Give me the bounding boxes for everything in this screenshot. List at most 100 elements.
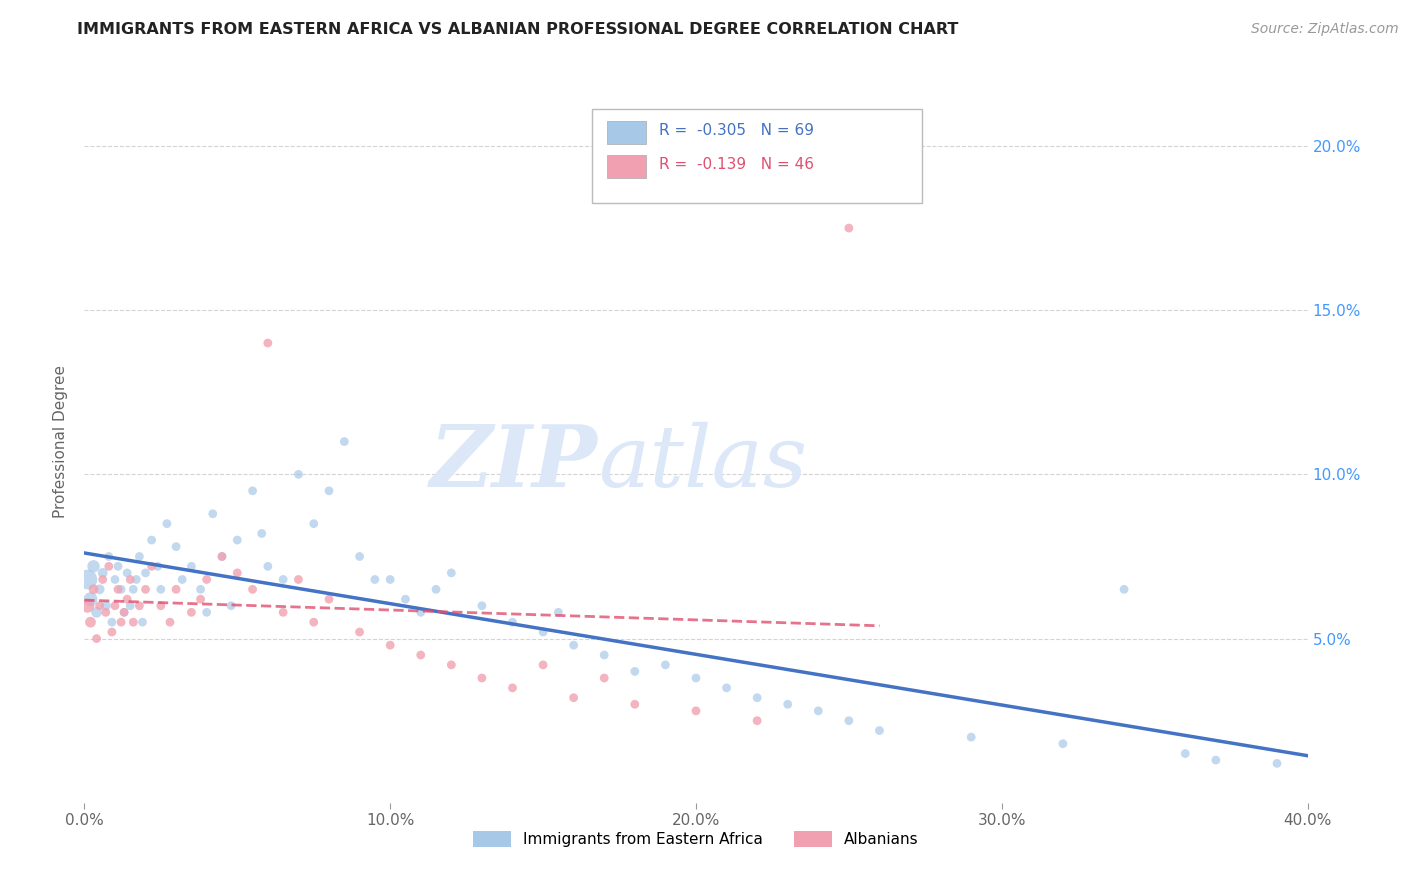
Point [107,582,129,597]
Point [593,671,616,685]
Point [128,549,150,564]
Point [1052,737,1074,751]
Point [101,615,124,630]
Point [807,704,830,718]
Point [120,573,142,587]
Point [94,599,117,613]
Point [302,516,325,531]
Point [110,615,132,630]
Point [91,573,114,587]
FancyBboxPatch shape [606,154,645,178]
Point [409,605,432,619]
Point [112,605,135,619]
Point [79,592,101,607]
Point [122,615,145,630]
Point [685,704,707,718]
Point [190,582,212,597]
Point [94,605,117,619]
Point [159,615,181,630]
Point [83,582,105,597]
Point [257,559,280,574]
Text: ZIP: ZIP [430,421,598,505]
Point [120,599,142,613]
Point [349,549,371,564]
Point [195,573,218,587]
Text: R =  -0.139   N = 46: R = -0.139 N = 46 [659,157,814,172]
Point [425,582,447,597]
Point [110,582,132,597]
Point [211,549,233,564]
Point [112,605,135,619]
Point [89,582,111,597]
FancyBboxPatch shape [606,120,645,144]
Point [1265,756,1288,771]
Point [440,566,463,580]
Point [101,625,124,640]
Point [776,698,799,712]
Point [115,566,138,580]
FancyBboxPatch shape [592,109,922,203]
Point [960,730,983,744]
Point [165,540,187,554]
Point [318,483,340,498]
Point [471,671,494,685]
Point [716,681,738,695]
Point [131,615,153,630]
Point [141,533,163,547]
Point [257,336,280,351]
Point [97,559,120,574]
Point [471,599,494,613]
Point [271,573,294,587]
Point [107,559,129,574]
Point [172,573,194,587]
Point [86,632,108,646]
Point [838,714,860,728]
Point [380,638,402,652]
Point [135,566,157,580]
Point [531,657,554,672]
Point [180,559,202,574]
Point [201,507,224,521]
Point [318,592,340,607]
Point [76,599,98,613]
Point [125,573,148,587]
Point [219,599,242,613]
Point [149,599,172,613]
Point [531,625,554,640]
Point [502,615,524,630]
Point [364,573,387,587]
Point [135,582,157,597]
Point [242,483,264,498]
Point [409,648,432,662]
Point [104,599,127,613]
Point [747,714,769,728]
Point [242,582,264,597]
Point [502,681,524,695]
Point [146,559,169,574]
Point [141,559,163,574]
Text: Source: ZipAtlas.com: Source: ZipAtlas.com [1251,22,1399,37]
Point [86,605,108,619]
Point [211,549,233,564]
Point [1114,582,1136,597]
Point [156,516,179,531]
Point [349,625,371,640]
Point [333,434,356,449]
Point [250,526,273,541]
Text: IMMIGRANTS FROM EASTERN AFRICA VS ALBANIAN PROFESSIONAL DEGREE CORRELATION CHART: IMMIGRANTS FROM EASTERN AFRICA VS ALBANI… [77,22,959,37]
Point [76,573,98,587]
Text: R =  -0.305   N = 69: R = -0.305 N = 69 [659,123,814,138]
Point [271,605,294,619]
Point [302,615,325,630]
Point [440,657,463,672]
Point [287,573,309,587]
Point [394,592,416,607]
Y-axis label: Professional Degree: Professional Degree [53,365,69,518]
Point [165,582,187,597]
Point [1205,753,1227,767]
Point [190,592,212,607]
Point [180,605,202,619]
Point [287,467,309,482]
Point [869,723,891,738]
Point [104,573,127,587]
